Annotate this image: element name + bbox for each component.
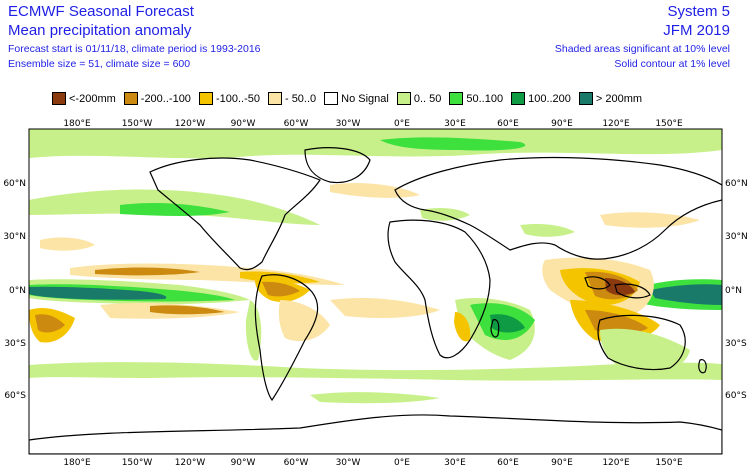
legend-label: 50..100 xyxy=(466,92,504,105)
legend-label: <-200mm xyxy=(69,92,116,105)
latitude-labels-left: 60°N 30°N 0°N 30°S 60°S xyxy=(3,179,26,401)
legend-label: -200..-100 xyxy=(140,92,191,105)
longitude-label: 120°E xyxy=(602,458,630,468)
longitude-label: 180°E xyxy=(63,119,91,129)
latitude-label: 30°S xyxy=(725,339,747,349)
legend-item: -100..-50 xyxy=(198,92,260,105)
legend-swatch xyxy=(511,92,526,105)
longitude-labels-top: 180°E 150°W 120°W 90°W 60°W 30°W 0°E 30°E 60°E 90… xyxy=(63,119,683,129)
legend-swatch xyxy=(267,92,282,105)
legend-item: -200..-100 xyxy=(123,92,191,105)
latitude-labels-right: 60°N 30°N 0°N 30°S 60°S xyxy=(725,179,748,401)
legend-swatch xyxy=(324,92,339,105)
longitude-label: 150°E xyxy=(655,119,683,129)
legend-item: > 200mm xyxy=(578,92,643,105)
longitude-label: 30°W xyxy=(336,458,361,468)
significance-contour-note: Solid contour at 1% level xyxy=(614,58,730,70)
longitude-label: 90°W xyxy=(231,119,256,129)
latitude-label: 30°N xyxy=(3,232,26,242)
legend-label: > 200mm xyxy=(595,92,643,105)
latitude-label: 60°S xyxy=(4,391,26,401)
longitude-label: 30°E xyxy=(444,119,466,129)
legend-item: No Signal xyxy=(324,92,389,105)
longitude-label: 60°E xyxy=(497,119,519,129)
legend-label: - 50..0 xyxy=(284,92,317,105)
map-title: ECMWF Seasonal Forecast xyxy=(8,3,194,20)
longitude-label: 150°W xyxy=(122,119,153,129)
longitude-label: 60°W xyxy=(284,119,309,129)
legend-item: 100..200 xyxy=(511,92,571,105)
legend-swatch xyxy=(123,92,138,105)
longitude-label: 0°E xyxy=(394,119,410,129)
longitude-label: 180°E xyxy=(63,458,91,468)
latitude-label: 30°S xyxy=(4,339,26,349)
longitude-label: 120°W xyxy=(175,119,206,129)
legend-label: 100..200 xyxy=(528,92,571,105)
longitude-label: 60°W xyxy=(284,458,309,468)
legend-swatch xyxy=(449,92,464,105)
forecast-info: Forecast start is 01/11/18, climate peri… xyxy=(8,43,261,55)
legend-item: <-200mm xyxy=(52,92,116,105)
legend-item: - 50..0 xyxy=(267,92,317,105)
legend-swatch xyxy=(396,92,411,105)
anomaly-fields xyxy=(29,129,722,438)
map-frame xyxy=(28,128,723,455)
latitude-label: 0°N xyxy=(9,286,26,296)
longitude-label: 90°E xyxy=(551,119,573,129)
latitude-label: 60°S xyxy=(725,391,747,401)
map-subtitle: Mean precipitation anomaly xyxy=(8,22,192,39)
legend-label: 0.. 50 xyxy=(413,92,442,105)
legend-label: -100..-50 xyxy=(215,92,260,105)
longitude-label: 90°E xyxy=(551,458,573,468)
legend-swatch xyxy=(52,92,66,105)
longitude-label: 60°E xyxy=(497,458,519,468)
coastlines xyxy=(29,147,722,454)
latitude-label: 0°N xyxy=(725,286,742,296)
longitude-label: 120°W xyxy=(175,458,206,468)
period-label: JFM 2019 xyxy=(663,22,730,39)
significance-shaded-note: Shaded areas significant at 10% level xyxy=(554,43,730,55)
legend-label: No Signal xyxy=(341,92,389,105)
longitude-label: 150°W xyxy=(122,458,153,468)
longitude-label: 30°E xyxy=(444,458,466,468)
legend-swatch xyxy=(578,92,593,105)
longitude-label: 30°W xyxy=(336,119,361,129)
latitude-label: 60°N xyxy=(3,179,26,189)
longitude-label: 150°E xyxy=(655,458,683,468)
legend-item: 50..100 xyxy=(449,92,503,105)
latitude-label: 60°N xyxy=(725,179,748,189)
latitude-label: 30°N xyxy=(725,232,748,242)
color-legend: <-200mm -200..-100 -100..-50 - 50..0 No Sign… xyxy=(52,92,650,106)
legend-item: 0.. 50 xyxy=(396,92,442,105)
longitude-label: 0°E xyxy=(394,458,410,468)
longitude-label: 120°E xyxy=(602,119,630,129)
longitude-labels-bottom: 180°E 150°W 120°W 90°W 60°W 30°W 0°E 30°E 60°E 90… xyxy=(63,458,683,468)
legend-swatch xyxy=(198,92,213,105)
ensemble-info: Ensemble size = 51, climate size = 600 xyxy=(8,58,191,70)
longitude-label: 90°W xyxy=(231,458,256,468)
system-label: System 5 xyxy=(667,3,730,20)
